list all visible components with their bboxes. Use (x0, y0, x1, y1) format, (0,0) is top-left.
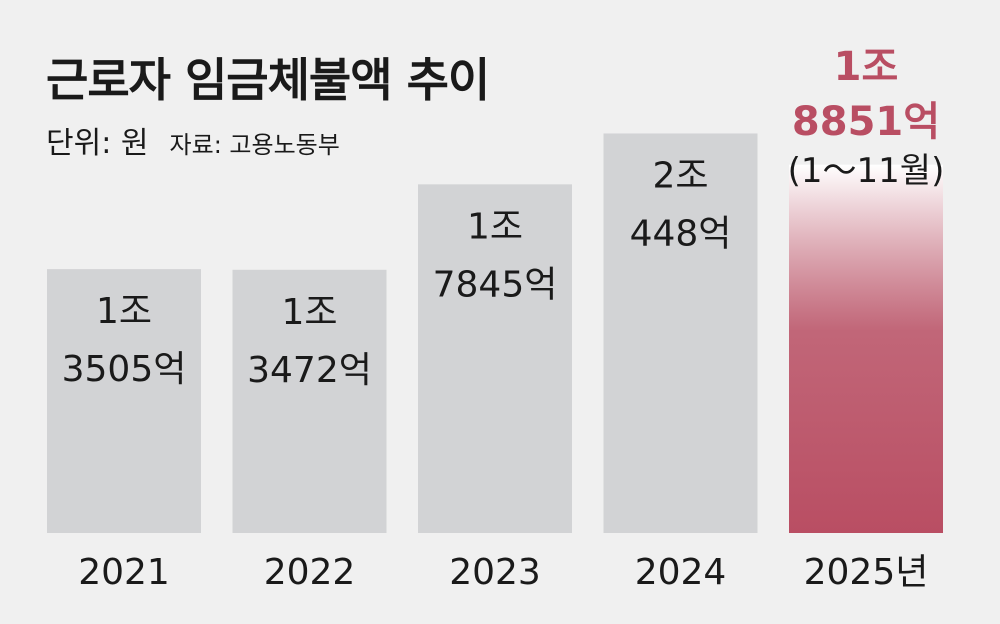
bar-value-label-line2: 8851억 (792, 99, 940, 145)
bar-period-note: (1～11월) (788, 151, 945, 191)
x-tick-label: 2022 (264, 552, 356, 593)
bar-value-label-line2: 448억 (630, 213, 732, 254)
x-tick-label: 2025년 (804, 552, 929, 593)
x-tick-label: 2021 (78, 552, 170, 593)
bar-2024 (603, 133, 758, 533)
x-tick-label: 2023 (449, 552, 541, 593)
chart-title: 근로자 임금체불액 추이 (46, 53, 490, 107)
x-tick-label: 2024 (635, 552, 727, 593)
labels-group: 1조 3505억 1조 3472억 1조 7845억 2조 448억 1조 8851억 (1～11월… (62, 44, 945, 391)
bar-2025년 (789, 164, 943, 533)
bar-value-label-line2: 3505억 (62, 349, 187, 390)
bars-group (47, 133, 943, 533)
unit-label: 단위: 원 (46, 126, 149, 161)
bar-value-label-line1: 2조 (652, 155, 708, 196)
x-axis-ticks: 2021 2022 2023 2024 2025년 (78, 552, 928, 593)
bar-2022 (232, 269, 387, 533)
bar-value-label-line1: 1조 (467, 206, 523, 247)
bar-value-label-line1: 1조 (834, 44, 899, 90)
bar-value-label-line2: 3472억 (247, 350, 372, 391)
bar-value-label-line1: 1조 (96, 291, 152, 332)
bar-value-label-line2: 7845억 (433, 264, 558, 305)
chart-subtitle: 단위: 원 자료: 고용노동부 (46, 118, 340, 162)
bar-2023 (418, 184, 572, 533)
bar-2021 (47, 269, 201, 533)
bar-value-label-line1: 1조 (281, 292, 337, 333)
source-label: 자료: 고용노동부 (169, 131, 340, 159)
